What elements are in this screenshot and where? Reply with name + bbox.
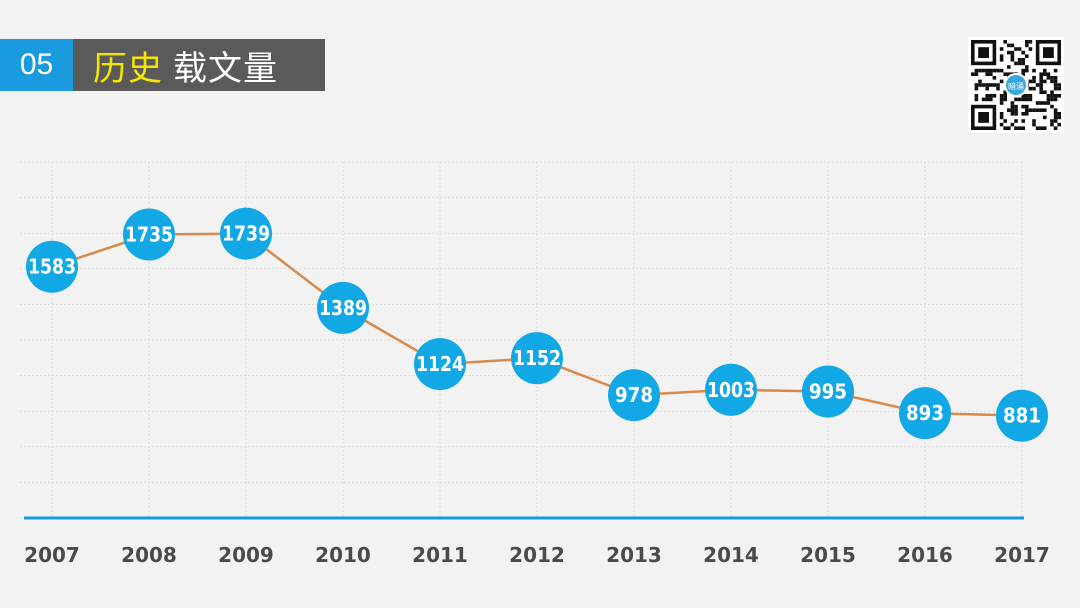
data-point [899, 387, 951, 440]
title-highlight: 历史 [93, 48, 163, 89]
data-point [802, 365, 854, 418]
qr-logo-text: 暗涌 [1008, 81, 1024, 91]
data-label: 1124 [416, 352, 464, 376]
x-tick-label: 2015 [800, 543, 856, 567]
x-tick-label: 2008 [121, 543, 177, 567]
x-tick-label: 2017 [994, 543, 1050, 567]
data-point [123, 208, 175, 261]
data-point [414, 338, 466, 391]
data-label: 978 [615, 383, 653, 407]
section-title: 历史 载文量 [73, 39, 325, 91]
qr-code-icon: 暗涌 [968, 37, 1064, 133]
x-tick-label: 2012 [509, 543, 565, 567]
qr-code-graphic: 暗涌 [971, 40, 1061, 130]
data-label: 893 [906, 401, 944, 425]
x-tick-label: 2007 [24, 543, 80, 567]
data-label: 995 [809, 379, 847, 403]
data-point [705, 363, 757, 416]
data-point [511, 332, 563, 385]
series-line [51, 232, 1023, 417]
data-label: 1003 [707, 378, 755, 402]
data-label: 1152 [513, 346, 561, 370]
x-tick-label: 2009 [218, 543, 274, 567]
data-label: 1389 [319, 296, 367, 320]
x-tick-label: 2013 [606, 543, 662, 567]
data-point [996, 389, 1048, 442]
data-label: 881 [1003, 404, 1041, 428]
data-point [608, 369, 660, 422]
x-tick-label: 2016 [897, 543, 953, 567]
data-point [220, 207, 272, 260]
x-tick-label: 2011 [412, 543, 468, 567]
data-label: 1739 [222, 222, 270, 246]
title-rest: 载文量 [173, 48, 278, 89]
data-point [26, 240, 78, 293]
slide-header: 05 历史 载文量 [0, 39, 325, 91]
data-label: 1583 [28, 255, 76, 279]
data-point [317, 281, 369, 334]
x-tick-label: 2014 [703, 543, 759, 567]
section-number: 05 [0, 39, 73, 91]
x-tick-label: 2010 [315, 543, 371, 567]
data-label: 1735 [125, 222, 173, 246]
